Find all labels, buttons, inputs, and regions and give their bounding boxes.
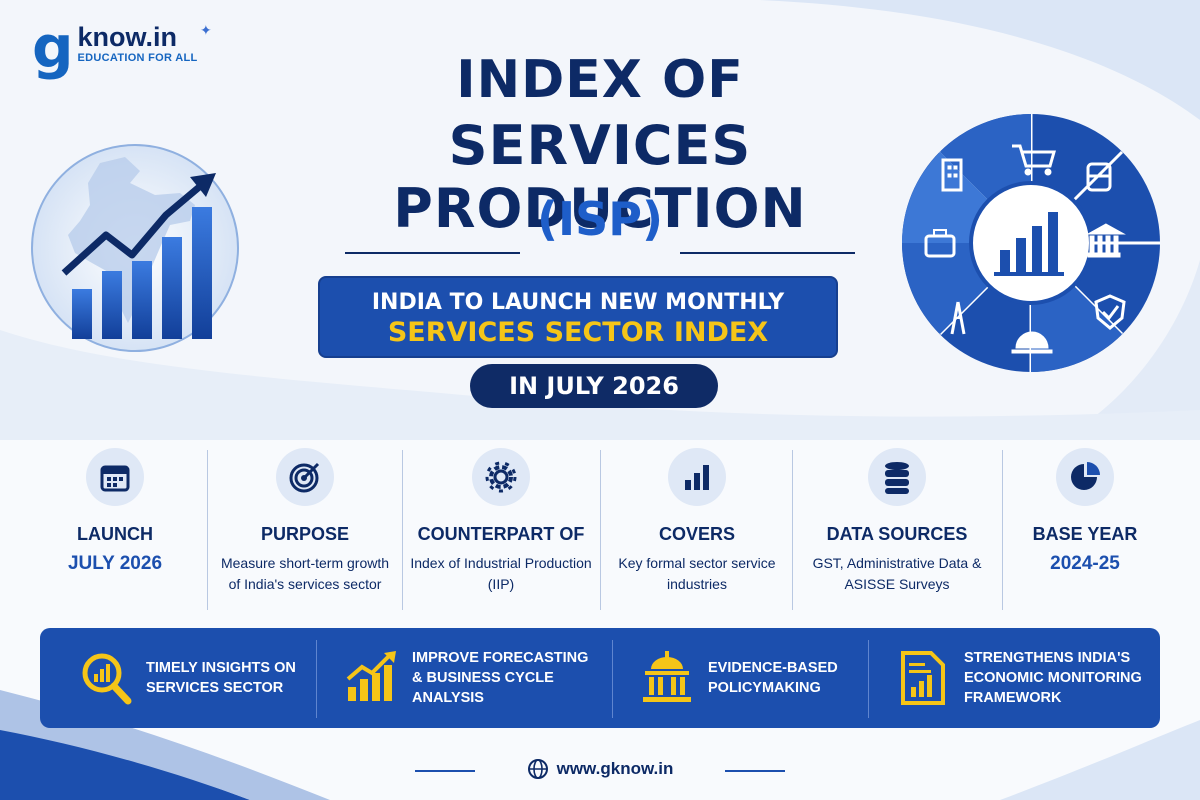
footer: www.gknow.in [0,756,1200,786]
logo-tagline: EDUCATION FOR ALL [77,52,198,64]
title-line-1: INDEX OF [456,50,744,110]
purpose-description: Measure short-term growth of India's ser… [220,555,390,592]
benefit-forecasting: IMPROVE FORECASTING & BUSINESS CYCLE ANA… [340,628,610,728]
covers-heading: COVERS [658,524,736,544]
counterpart-description: Index of Industrial Production (IIP) [410,555,592,592]
database-icon [868,448,926,506]
growth-chart-icon [340,647,402,709]
government-building-icon [636,647,698,709]
benefit-separator [612,640,613,718]
info-data-sources: DATA SOURCES GST, Administrative Data & … [800,448,994,614]
data-sources-heading: DATA SOURCES [826,524,968,544]
info-covers: COVERS Key formal sector service industr… [608,448,786,614]
benefit-text: STRENGTHENS INDIA'S ECONOMIC MONITORING … [964,650,1142,706]
banner-line-1: INDIA TO LAUNCH NEW MONTHLY [371,290,785,315]
title-rule-left [345,252,520,254]
globe-icon [527,758,549,780]
covers-description: Key formal sector service industries [618,555,776,592]
footer-rule-left [415,770,475,772]
benefit-text: EVIDENCE-BASED POLICYMAKING [708,660,838,696]
pie-chart-icon [1056,448,1114,506]
data-sources-description: GST, Administrative Data & ASISSE Survey… [812,555,982,592]
info-purpose: PURPOSE Measure short-term growth of Ind… [215,448,395,614]
headline-banner: INDIA TO LAUNCH NEW MONTHLY SERVICES SEC… [318,276,838,358]
gknow-logo[interactable]: g know.in EDUCATION FOR ALL [32,13,198,81]
info-base-year: BASE YEAR 2024-25 [1010,448,1160,614]
magnifier-chart-icon [74,647,136,709]
benefit-separator [868,640,869,718]
counterpart-heading: COUNTERPART OF [417,524,585,544]
target-icon [276,448,334,506]
banner-line-2: SERVICES SECTOR INDEX [387,317,769,348]
benefit-separator [316,640,317,718]
benefit-text: TIMELY INSIGHTS ON SERVICES SECTOR [146,660,296,696]
bar-chart-icon [668,448,726,506]
launch-value: JULY 2026 [67,553,163,574]
benefit-policymaking: EVIDENCE-BASED POLICYMAKING [636,628,876,728]
report-icon [892,647,954,709]
base-year-value: 2024-25 [1050,553,1120,574]
benefits-bar: TIMELY INSIGHTS ON SERVICES SECTOR IMPRO… [40,628,1160,728]
launch-date-pill: IN JULY 2026 [470,364,718,408]
sparkle-icon: ✦ [200,22,212,38]
website-link[interactable]: www.gknow.in [500,758,700,780]
calendar-icon [86,448,144,506]
title-rule-right [680,252,855,254]
services-sector-wheel [902,114,1160,372]
launch-heading: LAUNCH [77,524,153,544]
info-divider [207,450,208,610]
info-divider [1002,450,1003,610]
base-year-heading: BASE YEAR [1032,524,1138,544]
info-counterpart: COUNTERPART OF Index of Industrial Produ… [410,448,592,614]
gear-icon [472,448,530,506]
info-launch: LAUNCH JULY 2026 [40,448,190,614]
info-divider [600,450,601,610]
benefit-monitoring: STRENGTHENS INDIA'S ECONOMIC MONITORING … [892,628,1152,728]
logo-mark: g [32,13,74,81]
benefit-timely-insights: TIMELY INSIGHTS ON SERVICES SECTOR [74,628,314,728]
india-growth-illustration [31,144,239,352]
website-text: www.gknow.in [556,759,674,778]
logo-name: know.in [77,22,178,52]
info-divider [792,450,793,610]
info-divider [402,450,403,610]
title-line-2: SERVICES PRODUCTION [393,114,807,240]
footer-rule-right [725,770,785,772]
purpose-heading: PURPOSE [260,524,350,544]
benefit-text: IMPROVE FORECASTING & BUSINESS CYCLE ANA… [412,650,589,706]
title-acronym: (ISP) [536,192,663,246]
